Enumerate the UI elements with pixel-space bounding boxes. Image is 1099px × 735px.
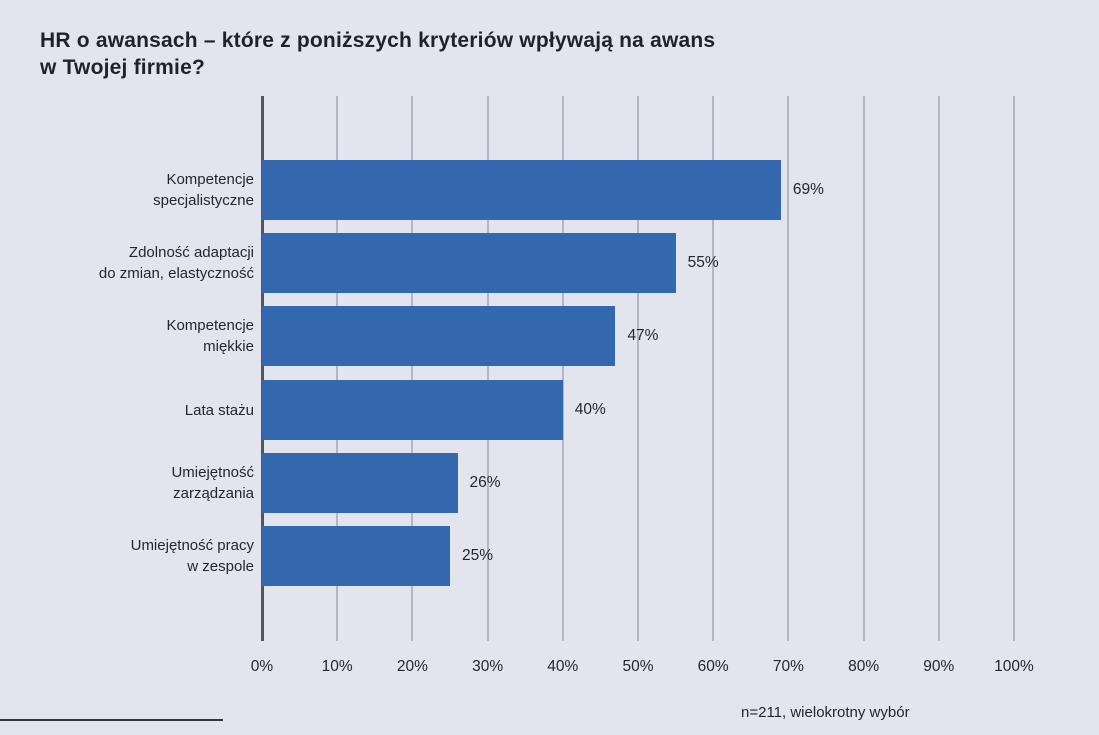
bar-track: 25% [262, 526, 1014, 586]
category-label: Kompetencje miękkie [166, 317, 254, 355]
value-label: 26% [469, 474, 501, 491]
gridline [336, 96, 339, 641]
bar-row: Zdolność adaptacji do zmian, elastycznoś… [0, 233, 1099, 293]
value-label: 69% [792, 181, 824, 198]
x-tick-label: 0% [250, 658, 274, 675]
bar-row: Kompetencje specjalistyczne 69% [0, 160, 1099, 220]
value-label: 47% [627, 327, 659, 344]
bar-track: 55% [262, 233, 1014, 293]
category-label: Lata stażu [184, 401, 254, 419]
gridline [486, 96, 489, 641]
value-label: 40% [574, 401, 606, 418]
x-tick-label: 40% [547, 658, 579, 675]
x-tick-label: 90% [923, 658, 955, 675]
plot-area [261, 96, 1015, 641]
x-tick-label: 30% [472, 658, 504, 675]
bar [262, 453, 458, 513]
gridline [862, 96, 865, 641]
x-tick-label: 10% [321, 658, 353, 675]
x-tick-label: 20% [396, 658, 428, 675]
x-tick-label: 60% [697, 658, 729, 675]
gridline [712, 96, 715, 641]
x-tick-label: 70% [772, 658, 804, 675]
bar-track: 40% [262, 380, 1014, 440]
bar-row: Lata stażu 40% [0, 380, 1099, 440]
bar-track: 26% [262, 453, 1014, 513]
gridline [561, 96, 564, 641]
gridline [637, 96, 639, 641]
x-tick-label: 100% [994, 658, 1034, 675]
x-tick-label: 50% [622, 658, 654, 675]
category-label: Zdolność adaptacji do zmian, elastycznoś… [98, 244, 254, 282]
bar-track: 47% [262, 306, 1014, 366]
bar [262, 306, 616, 366]
x-axis-tick-labels: 0% 10% 20% 30% 40% 50% 60% 70% 80% 90% 100% [0, 658, 1099, 680]
bar-row: Umiejętność pracy w zespole 25% [0, 526, 1099, 586]
x-tick-label: 80% [848, 658, 880, 675]
bar-row: Kompetencje miękkie 47% [0, 306, 1099, 366]
bottom-divider-line [0, 719, 223, 721]
y-axis-line [261, 96, 264, 641]
gridline [411, 96, 414, 641]
bar-track: 69% [262, 160, 1014, 220]
category-label: Umiejętność pracy w zespole [130, 537, 254, 575]
sample-size-note: n=211, wielokrotny wybór [741, 704, 910, 721]
category-label: Kompetencje specjalistyczne [153, 171, 254, 209]
gridline [787, 96, 790, 641]
bar [262, 380, 563, 440]
bar-row: Umiejętność zarządzania 26% [0, 453, 1099, 513]
bar [262, 233, 676, 293]
bar [262, 526, 450, 586]
value-label: 25% [462, 547, 494, 564]
gridline [937, 96, 940, 641]
value-label: 55% [687, 254, 719, 271]
category-label: Umiejętność zarządzania [171, 464, 254, 502]
gridline [1013, 96, 1015, 641]
bar [262, 160, 781, 220]
chart-title: HR o awansach – które z poniższych kryte… [40, 29, 716, 79]
